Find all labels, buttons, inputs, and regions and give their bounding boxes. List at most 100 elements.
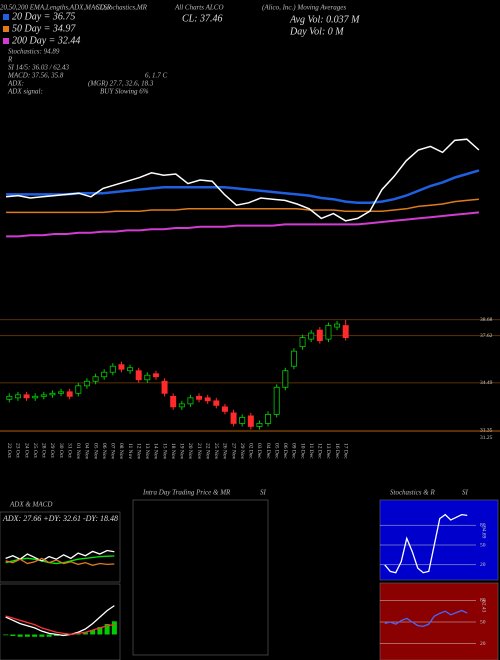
candle-body: [161, 380, 168, 394]
info: 6, 1.7 C: [145, 72, 168, 80]
candle-body: [299, 337, 306, 348]
candle-body: [66, 391, 73, 397]
candle-body: [152, 373, 159, 378]
header-line: SI,Stochastics,MR: [96, 4, 148, 12]
panel-title: ADX & MACD: [9, 501, 52, 509]
candle-body: [170, 395, 177, 408]
panel-title: Intra Day Trading Price & MR: [142, 489, 231, 497]
day-vol: Day Vol: 0 M: [289, 26, 344, 37]
candle-body: [282, 370, 289, 388]
x-tick-label: 30 Oct: [58, 443, 64, 458]
y-tick-label: 37.62: [480, 333, 493, 339]
x-tick-label: 19 Nov: [179, 443, 185, 460]
info: R: [7, 56, 13, 64]
header-line: 20,50,200 EMA,Lengths,ADX,MACD,R: [0, 4, 112, 12]
y-tick-label: 50: [480, 542, 486, 548]
ma-text: 200 Day = 32.44: [12, 35, 80, 46]
annotation: ADX: 27.66 +DY: 32.61 -DY: 18.48: [2, 514, 118, 523]
y-tick-label: 31.25: [480, 435, 493, 441]
candle-body: [75, 385, 82, 394]
histogram-bar: [111, 621, 117, 635]
histogram-bar: [53, 634, 59, 636]
x-tick-label: 28 Oct: [41, 443, 47, 458]
x-tick-label: 29 Oct: [49, 443, 55, 458]
x-tick-label: 08 Nov: [118, 443, 124, 460]
candle-body: [83, 380, 90, 387]
info: BUY Slowing 6%: [100, 88, 149, 96]
x-tick-label: 04 Nov: [84, 443, 90, 460]
candle-body: [342, 325, 349, 339]
line: [5, 557, 115, 566]
legend-swatch: [3, 38, 9, 44]
line: [6, 169, 480, 205]
histogram-bar: [10, 634, 16, 636]
panel-title: Stochastics & R: [390, 489, 435, 497]
candle-body: [265, 413, 272, 424]
x-tick-label: 21 Nov: [196, 443, 202, 460]
histogram-bar: [32, 634, 38, 637]
candle-body: [334, 323, 341, 328]
x-tick-label: 16 Dec: [334, 443, 340, 459]
company: (Alico, Inc.) Moving Averages: [262, 4, 346, 12]
line: [384, 609, 468, 627]
x-tick-label: 25 Nov: [213, 443, 219, 460]
histogram-bar: [3, 634, 9, 636]
info: MACD: 37.56, 35.8: [7, 72, 64, 80]
x-tick-label: 17 Dec: [342, 443, 348, 459]
x-tick-label: 05 Dec: [273, 443, 279, 459]
value-label: 94.89: [481, 526, 487, 539]
line: [6, 198, 480, 214]
info: (MGR) 27.7, 32.6, 18.3: [88, 80, 154, 88]
x-tick-label: 25 Oct: [32, 443, 38, 458]
candle-body: [204, 397, 211, 402]
y-tick-label: 31.35: [480, 427, 493, 433]
candle-body: [230, 412, 237, 424]
y-tick-label: 38.68: [480, 317, 493, 323]
x-tick-label: 20 Nov: [187, 443, 193, 460]
candle-body: [40, 394, 47, 397]
info: ADX:: [7, 80, 24, 88]
line: [5, 138, 480, 222]
panel-title: SI: [260, 489, 267, 497]
y-tick-label: 20: [480, 641, 486, 647]
candle-body: [32, 395, 39, 399]
candle-body: [308, 332, 315, 340]
histogram-bar: [97, 627, 103, 635]
histogram-bar: [104, 624, 110, 635]
panel: [132, 499, 269, 656]
y-tick-label: 80: [480, 598, 486, 604]
x-tick-label: 01 Nov: [75, 443, 81, 460]
candle-body: [6, 395, 13, 400]
x-tick-label: 31 Oct: [66, 443, 72, 458]
line: [5, 549, 115, 562]
x-tick-label: 12 Dec: [317, 443, 323, 459]
candle-body: [239, 417, 246, 424]
x-tick-label: 04 Dec: [265, 443, 271, 459]
candle-body: [316, 329, 323, 342]
x-tick-label: 05 Nov: [92, 443, 98, 460]
histogram-bar: [24, 634, 30, 637]
symbol: All Charts ALCO: [174, 4, 224, 12]
legend-swatch: [3, 26, 9, 32]
histogram-bar: [17, 634, 23, 637]
info: ADX signal:: [7, 88, 43, 96]
x-tick-label: 24 Oct: [23, 443, 29, 458]
x-tick-label: 06 Nov: [101, 443, 107, 460]
candle-body: [144, 374, 151, 381]
candle-body: [109, 365, 116, 373]
x-tick-label: 13 Nov: [144, 443, 150, 460]
close: CL: 37.46: [182, 13, 223, 24]
x-tick-label: 10 Dec: [299, 443, 305, 459]
x-tick-label: 23 Oct: [15, 443, 21, 458]
x-tick-label: 12 Nov: [135, 443, 141, 460]
panel: [0, 583, 121, 660]
y-tick-label: 80: [480, 522, 486, 528]
y-tick-label: 34.49: [480, 380, 493, 386]
panel: [379, 499, 499, 581]
histogram-bar: [39, 634, 45, 637]
legend-swatch: [3, 14, 9, 20]
ma-text: 50 Day = 34.97: [12, 23, 76, 34]
candle-body: [290, 350, 297, 367]
histogram-bar: [75, 633, 81, 635]
